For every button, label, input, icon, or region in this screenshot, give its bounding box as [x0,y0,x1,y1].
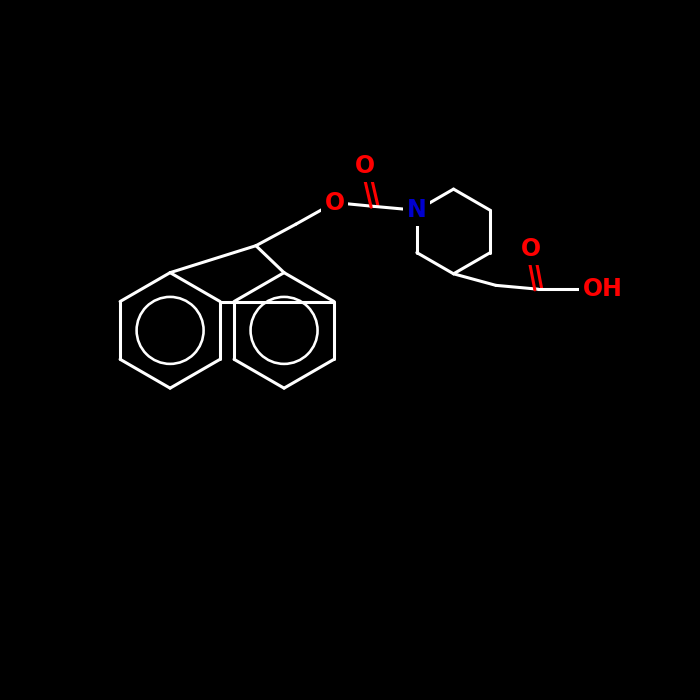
Text: OH: OH [583,277,623,301]
Text: O: O [324,190,344,215]
Text: N: N [407,198,427,223]
Text: O: O [355,155,375,178]
Text: O: O [521,237,540,261]
